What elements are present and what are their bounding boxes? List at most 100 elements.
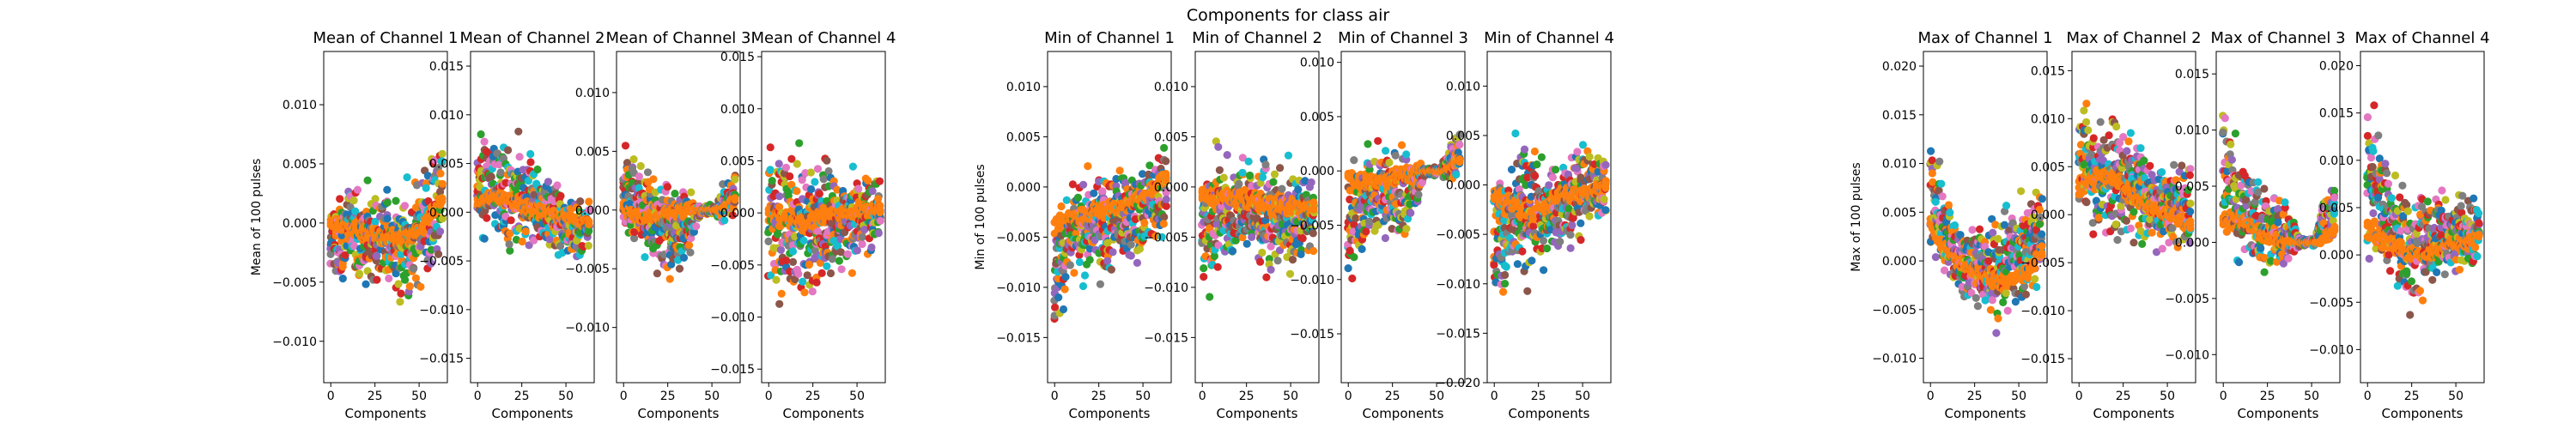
scatter-point bbox=[805, 260, 814, 269]
scatter-point bbox=[530, 236, 538, 245]
scatter-point bbox=[782, 257, 791, 265]
scatter-points bbox=[619, 142, 740, 283]
scatter-point bbox=[1084, 162, 1092, 171]
scatter-point bbox=[1235, 179, 1243, 188]
x-axis-label: Components bbox=[345, 406, 427, 421]
subplot-title: Mean of Channel 3 bbox=[606, 29, 751, 47]
scatter-point bbox=[1344, 264, 1352, 273]
scatter-point bbox=[1127, 251, 1135, 260]
scatter-point bbox=[1238, 168, 1247, 177]
scatter-points bbox=[1050, 143, 1170, 323]
scatter-point bbox=[1109, 248, 1117, 257]
scatter-points bbox=[473, 127, 594, 261]
scatter-point bbox=[495, 160, 503, 169]
scatter-point bbox=[686, 248, 695, 257]
y-tick-label: −0.010 bbox=[1290, 274, 1334, 287]
scatter-point bbox=[685, 241, 694, 250]
y-tick-label: 0.015 bbox=[429, 60, 464, 74]
scatter-point bbox=[1391, 151, 1400, 160]
scatter-point bbox=[438, 179, 447, 188]
scatter-point bbox=[843, 250, 852, 258]
axes-frame bbox=[616, 51, 741, 384]
scatter-point bbox=[1103, 257, 1112, 265]
scatter-point bbox=[1350, 156, 1358, 165]
scatter-point bbox=[505, 240, 513, 249]
scatter-point bbox=[1452, 170, 1461, 179]
scatter-point bbox=[837, 265, 846, 274]
scatter-point bbox=[525, 241, 533, 250]
scatter-point bbox=[396, 298, 404, 306]
scatter-point bbox=[1072, 229, 1080, 238]
scatter-point bbox=[1215, 166, 1224, 174]
scatter-point bbox=[1406, 208, 1415, 217]
scatter-point bbox=[1238, 233, 1247, 242]
scatter-point bbox=[1258, 173, 1267, 182]
scatter-point bbox=[526, 149, 535, 159]
scatter-point bbox=[1414, 190, 1423, 199]
scatter-points bbox=[326, 149, 447, 306]
scatter-point bbox=[1499, 287, 1508, 296]
scatter-point bbox=[1140, 219, 1149, 227]
scatter-point bbox=[1200, 264, 1208, 273]
mean-point bbox=[1455, 155, 1464, 164]
scatter-point bbox=[1258, 248, 1267, 257]
scatter-point bbox=[1385, 158, 1394, 167]
scatter-point bbox=[635, 172, 644, 181]
scatter-point bbox=[764, 237, 773, 245]
scatter-point bbox=[1096, 280, 1104, 288]
scatter-point bbox=[1246, 171, 1255, 180]
scatter-point bbox=[794, 269, 803, 278]
scatter-point bbox=[1270, 170, 1279, 178]
axes-frame bbox=[470, 51, 595, 384]
y-tick-label: 0.010 bbox=[429, 109, 464, 123]
scatter-point bbox=[1276, 164, 1285, 172]
scatter-point bbox=[1115, 166, 1124, 175]
x-tick-label: 0 bbox=[620, 390, 628, 403]
scatter-point bbox=[1518, 247, 1527, 256]
y-tick-label: −0.015 bbox=[419, 353, 464, 366]
scatter-point bbox=[1502, 263, 1510, 271]
scatter-point bbox=[1307, 178, 1315, 187]
scatter-point bbox=[777, 289, 786, 298]
scatter-point bbox=[553, 181, 562, 190]
scatter-point bbox=[394, 280, 403, 288]
y-tick-label: 0.005 bbox=[1006, 130, 1041, 144]
scatter-point bbox=[416, 282, 425, 291]
scatter-point bbox=[363, 176, 372, 184]
y-tick-label: 0.005 bbox=[575, 145, 610, 159]
scatter-point bbox=[828, 255, 836, 263]
scatter-point bbox=[1112, 174, 1121, 184]
scatter-point bbox=[868, 187, 877, 196]
scatter-point bbox=[338, 275, 347, 283]
scatter-point bbox=[826, 269, 835, 278]
scatter-point bbox=[383, 198, 392, 207]
y-tick-label: 0.015 bbox=[720, 51, 755, 64]
scatter-point bbox=[487, 172, 495, 181]
subplot-min-channel-1: 0 25 50−0.015−0.010−0.0050.0000.0050.010Mi… bbox=[974, 29, 1175, 421]
scatter-point bbox=[1228, 247, 1237, 256]
scatter-point bbox=[1262, 273, 1271, 281]
scatter-point bbox=[1059, 305, 1068, 314]
scatter-point bbox=[1244, 157, 1253, 166]
y-tick-label: −0.015 bbox=[1290, 328, 1334, 341]
scatter-point bbox=[853, 246, 862, 255]
scatter-point bbox=[1294, 185, 1303, 194]
scatter-point bbox=[766, 143, 775, 152]
scatter-point bbox=[1256, 257, 1265, 266]
scatter-point bbox=[799, 277, 807, 286]
scatter-point bbox=[1523, 173, 1532, 182]
scatter-point bbox=[584, 241, 593, 250]
mean-point bbox=[1162, 169, 1170, 178]
y-tick-label: −0.005 bbox=[1144, 231, 1188, 245]
scatter-point bbox=[372, 251, 380, 260]
scatter-point bbox=[1397, 141, 1406, 149]
mean-point bbox=[585, 217, 593, 226]
y-tick-label: 0.005 bbox=[1300, 111, 1334, 124]
scatter-point bbox=[788, 257, 798, 266]
mean-point bbox=[388, 226, 397, 234]
scatter-point bbox=[435, 227, 445, 236]
y-tick-label: 0.010 bbox=[1154, 81, 1188, 94]
x-axis-label: Components bbox=[1363, 406, 1444, 421]
scatter-point bbox=[1346, 246, 1354, 255]
